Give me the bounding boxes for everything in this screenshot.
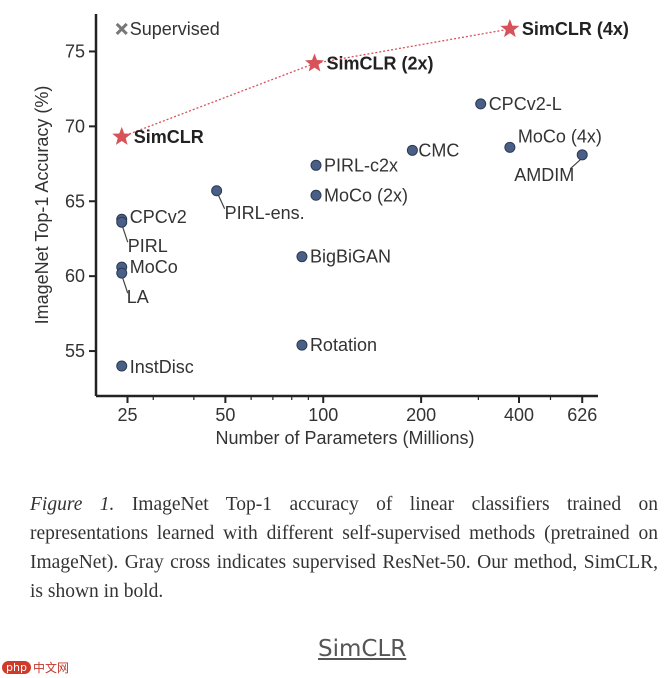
data-point xyxy=(504,141,516,153)
data-point xyxy=(475,98,487,110)
point-label: CPCv2 xyxy=(130,207,187,227)
simclr-label: SimCLR (4x) xyxy=(522,19,629,39)
supervised-cross xyxy=(115,22,128,36)
data-point xyxy=(211,185,223,197)
x-tick-label: 200 xyxy=(406,405,436,425)
point-label: AMDIM xyxy=(514,165,574,185)
leader-line xyxy=(122,277,129,294)
simclr-link[interactable]: SimCLR xyxy=(318,636,407,662)
simclr-label: SimCLR (2x) xyxy=(327,53,434,73)
y-tick-label: 75 xyxy=(65,41,85,61)
leader-line xyxy=(122,227,129,243)
point-label: CMC xyxy=(418,140,459,160)
point-label: PIRL xyxy=(128,236,168,256)
simclr-label: SimCLR xyxy=(134,127,204,147)
data-point xyxy=(296,251,308,263)
x-tick-label: 25 xyxy=(117,405,137,425)
point-label: PIRL-ens. xyxy=(225,203,305,223)
point-label: MoCo xyxy=(130,257,178,277)
data-point xyxy=(116,267,128,279)
site-watermark: php 中文网 xyxy=(2,659,69,676)
point-label: CPCv2-L xyxy=(489,94,562,114)
data-point xyxy=(310,159,322,171)
caption-text: ImageNet Top-1 accuracy of linear classi… xyxy=(30,494,658,602)
point-label: LA xyxy=(127,287,149,307)
simclr-star xyxy=(500,18,520,38)
data-point xyxy=(310,189,322,201)
leader-line xyxy=(569,159,581,170)
y-tick-label: 65 xyxy=(65,191,85,211)
x-tick-label: 626 xyxy=(567,405,597,425)
point-label: PIRL-c2x xyxy=(324,155,398,175)
y-tick-label: 70 xyxy=(65,116,85,136)
figure-caption: Figure 1. ImageNet Top-1 accuracy of lin… xyxy=(30,490,658,606)
data-point xyxy=(406,144,418,156)
data-point xyxy=(116,360,128,372)
point-label: InstDisc xyxy=(130,357,194,377)
simclr-trend-line xyxy=(121,28,510,138)
y-tick-label: 55 xyxy=(65,341,85,361)
y-tick-label: 60 xyxy=(65,266,85,286)
data-point xyxy=(576,149,588,161)
x-axis-label: Number of Parameters (Millions) xyxy=(215,428,474,448)
data-point xyxy=(116,216,128,228)
y-axis-label: ImageNet Top-1 Accuracy (%) xyxy=(32,86,52,325)
point-label: MoCo (4x) xyxy=(518,126,602,146)
caption-label: Figure 1. xyxy=(30,494,115,515)
simclr-star xyxy=(305,53,325,72)
simclr-star xyxy=(112,126,132,145)
watermark-badge: php xyxy=(2,661,31,674)
watermark-text: 中文网 xyxy=(32,661,69,675)
x-tick-label: 50 xyxy=(215,405,235,425)
accuracy-scatter-chart: 25 50 100 200 400 626 55 60 65 70 75 Number of Para… xyxy=(32,14,629,448)
x-tick-label: 100 xyxy=(308,405,338,425)
leader-line xyxy=(218,195,226,210)
supervised-label: Supervised xyxy=(130,19,220,39)
data-point xyxy=(296,339,308,351)
point-label: Rotation xyxy=(310,335,377,355)
point-label: MoCo (2x) xyxy=(324,185,408,205)
point-label: BigBiGAN xyxy=(310,247,391,267)
x-tick-label: 400 xyxy=(504,405,534,425)
plot-area: 25 50 100 200 400 626 55 60 65 70 75 Number of Para… xyxy=(32,14,629,448)
